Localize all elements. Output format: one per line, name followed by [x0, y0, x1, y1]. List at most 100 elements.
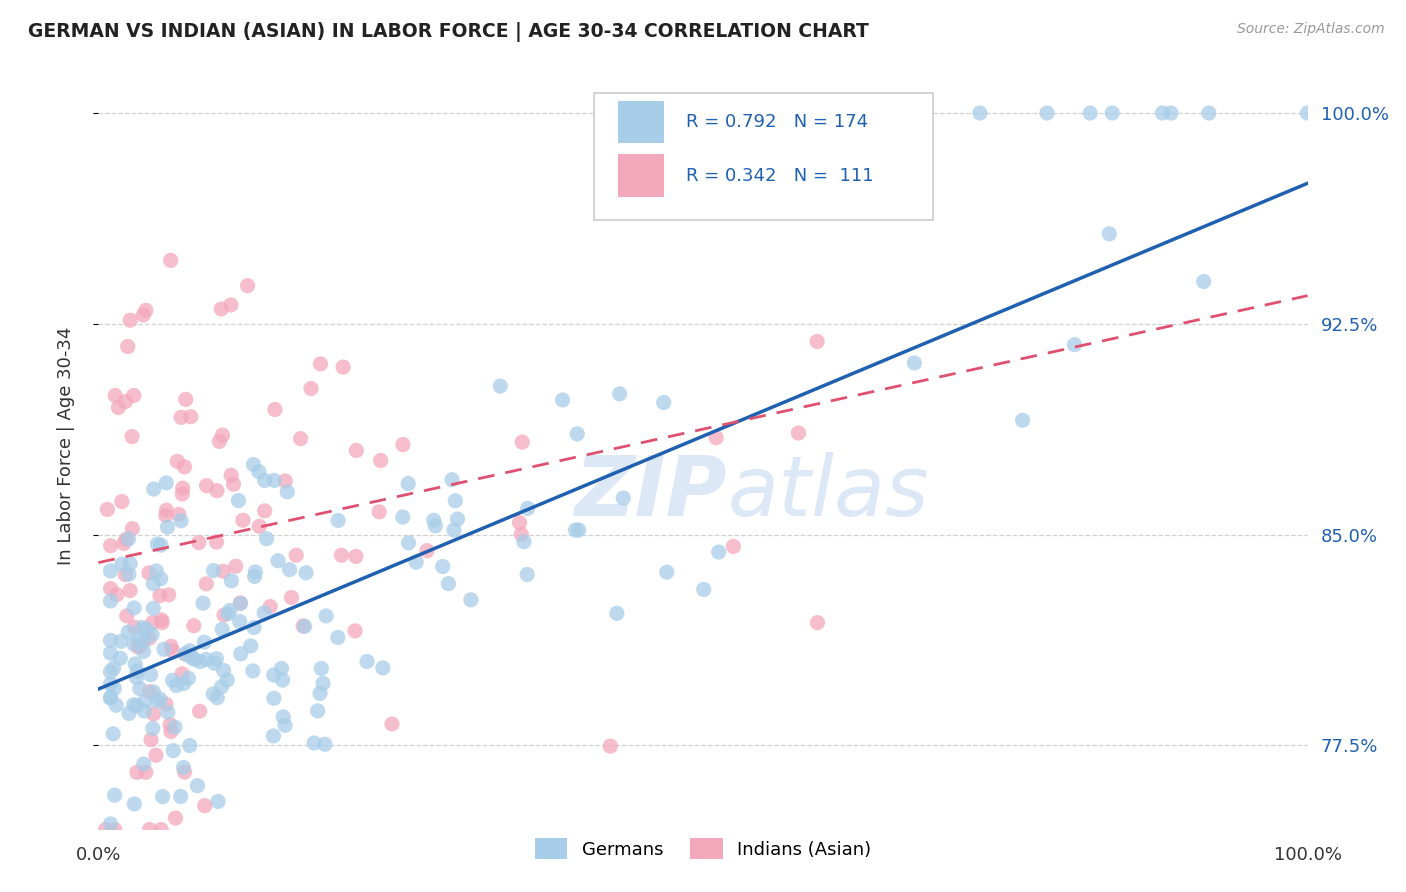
Point: [112, 536, 135, 550]
Point: [142, 615, 165, 630]
Point: [150, 613, 173, 627]
Point: [270, 661, 292, 675]
Point: [141, 627, 163, 641]
Point: [1296, 106, 1319, 120]
Point: [195, 652, 218, 666]
Point: [309, 686, 332, 700]
Point: [489, 379, 512, 393]
Point: [172, 487, 194, 501]
Point: [229, 647, 252, 661]
Point: [195, 478, 218, 492]
Point: [167, 508, 190, 522]
Point: [191, 596, 214, 610]
Point: [100, 539, 122, 553]
Point: [124, 620, 146, 634]
Point: [94, 822, 117, 837]
Point: [211, 680, 233, 694]
Point: [332, 360, 354, 375]
Point: [103, 788, 125, 802]
Point: [1078, 106, 1101, 120]
Point: [262, 729, 284, 743]
Point: [135, 303, 157, 318]
Point: [155, 475, 177, 490]
Text: R = 0.342   N =  111: R = 0.342 N = 111: [686, 167, 873, 185]
Point: [356, 655, 378, 669]
Point: [253, 504, 276, 518]
Point: [111, 558, 134, 572]
Point: [278, 563, 301, 577]
Point: [163, 720, 186, 734]
Point: [222, 477, 245, 491]
Point: [174, 647, 197, 661]
Point: [229, 597, 252, 611]
Point: [245, 565, 267, 579]
Point: [152, 789, 174, 804]
Text: R = 0.792   N = 174: R = 0.792 N = 174: [686, 113, 868, 131]
Point: [170, 789, 193, 804]
Point: [138, 822, 160, 837]
Point: [253, 474, 276, 488]
Point: [146, 694, 169, 708]
Point: [111, 494, 134, 508]
Point: [612, 491, 634, 505]
Point: [205, 535, 228, 549]
Point: [969, 106, 991, 120]
Point: [188, 704, 211, 718]
Point: [443, 523, 465, 537]
Point: [652, 395, 675, 409]
Point: [276, 484, 298, 499]
Point: [159, 253, 181, 268]
Point: [1101, 106, 1123, 120]
Text: Source: ZipAtlas.com: Source: ZipAtlas.com: [1237, 22, 1385, 37]
Point: [114, 394, 136, 409]
Point: [128, 640, 150, 654]
Point: [135, 622, 157, 636]
Point: [145, 748, 167, 763]
Point: [309, 357, 332, 371]
Point: [217, 607, 239, 621]
Point: [138, 684, 160, 698]
Point: [267, 554, 290, 568]
Point: [460, 592, 482, 607]
Point: [264, 402, 287, 417]
Point: [176, 648, 198, 662]
Point: [396, 476, 419, 491]
Point: [513, 534, 536, 549]
Point: [568, 523, 591, 537]
Point: [887, 106, 910, 120]
Point: [142, 685, 165, 699]
Y-axis label: In Labor Force | Age 30-34: In Labor Force | Age 30-34: [56, 326, 75, 566]
Point: [117, 532, 139, 546]
Point: [212, 607, 235, 622]
Point: [416, 543, 439, 558]
Point: [243, 569, 266, 583]
Point: [165, 811, 187, 825]
Text: atlas: atlas: [727, 451, 929, 533]
Point: [194, 798, 217, 813]
Point: [271, 710, 294, 724]
Point: [1192, 275, 1215, 289]
Point: [444, 493, 467, 508]
Point: [177, 671, 200, 685]
Point: [609, 387, 631, 401]
Point: [149, 538, 172, 552]
Point: [311, 661, 333, 675]
FancyBboxPatch shape: [619, 101, 664, 143]
FancyBboxPatch shape: [619, 154, 664, 197]
Point: [1063, 337, 1085, 351]
Point: [211, 622, 233, 636]
Point: [165, 678, 187, 692]
Point: [292, 619, 315, 633]
Point: [159, 717, 181, 731]
Point: [693, 134, 716, 148]
Legend: Germans, Indians (Asian): Germans, Indians (Asian): [527, 831, 879, 866]
Point: [139, 667, 162, 681]
Point: [391, 510, 413, 524]
Point: [134, 695, 156, 709]
Point: [120, 557, 142, 571]
Point: [344, 443, 367, 458]
Point: [150, 822, 173, 837]
Point: [432, 559, 454, 574]
Point: [100, 691, 122, 706]
Point: [516, 567, 538, 582]
